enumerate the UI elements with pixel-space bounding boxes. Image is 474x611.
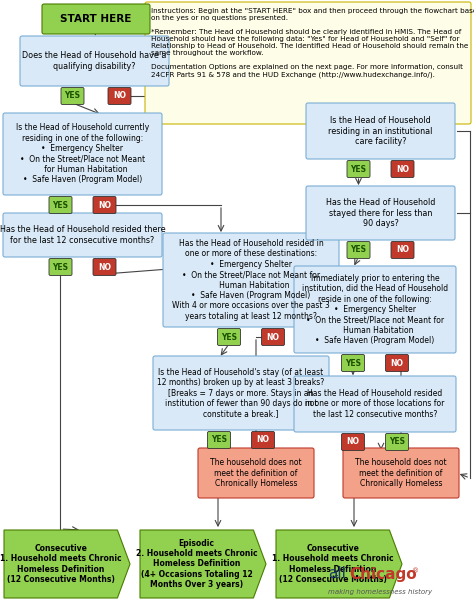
FancyBboxPatch shape [294, 266, 456, 353]
FancyBboxPatch shape [294, 376, 456, 432]
Text: Has the Head of Household resided there
for the last 12 consecutive months?: Has the Head of Household resided there … [0, 225, 165, 244]
FancyBboxPatch shape [347, 161, 370, 178]
FancyBboxPatch shape [341, 354, 365, 371]
FancyBboxPatch shape [42, 4, 150, 34]
Text: Consecutive
1. Household meets Chronic
Homeless Definition
(12 Consecutive Month: Consecutive 1. Household meets Chronic H… [0, 544, 121, 584]
FancyBboxPatch shape [3, 113, 162, 195]
Text: YES: YES [350, 164, 366, 174]
Text: NO: NO [98, 263, 111, 271]
Text: YES: YES [211, 436, 227, 444]
Text: making homelessness history: making homelessness history [328, 589, 432, 595]
FancyBboxPatch shape [218, 329, 240, 345]
FancyBboxPatch shape [252, 431, 274, 448]
Text: Episodic
2. Household meets Chronic
Homeless Definition
(4+ Occasions Totaling 1: Episodic 2. Household meets Chronic Home… [136, 539, 257, 589]
Text: YES: YES [389, 437, 405, 447]
FancyBboxPatch shape [93, 258, 116, 276]
Text: Consecutive
1. Household meets Chronic
Homeless Definition
(12 Consecutive Month: Consecutive 1. Household meets Chronic H… [272, 544, 393, 584]
FancyBboxPatch shape [163, 233, 339, 327]
FancyBboxPatch shape [306, 186, 455, 240]
Text: all: all [328, 566, 346, 582]
Text: Has the Head of Household resided in
one or more of these destinations:
•  Emerg: Has the Head of Household resided in one… [172, 239, 330, 321]
Text: NO: NO [396, 164, 409, 174]
Text: NO: NO [98, 200, 111, 210]
FancyBboxPatch shape [385, 433, 409, 450]
FancyBboxPatch shape [341, 433, 365, 450]
Text: YES: YES [221, 332, 237, 342]
FancyBboxPatch shape [20, 36, 169, 86]
Text: YES: YES [350, 246, 366, 255]
FancyBboxPatch shape [262, 329, 284, 345]
FancyBboxPatch shape [3, 213, 162, 257]
FancyBboxPatch shape [343, 448, 459, 498]
Text: NO: NO [266, 332, 280, 342]
FancyBboxPatch shape [108, 87, 131, 104]
FancyBboxPatch shape [49, 258, 72, 276]
Text: ®: ® [412, 568, 419, 574]
FancyBboxPatch shape [385, 354, 409, 371]
FancyBboxPatch shape [153, 356, 329, 430]
Text: YES: YES [53, 200, 69, 210]
FancyBboxPatch shape [49, 197, 72, 213]
FancyBboxPatch shape [391, 241, 414, 258]
Text: START HERE: START HERE [60, 14, 132, 24]
Text: The household does not
meet the definition of
Chronically Homeless: The household does not meet the definiti… [210, 458, 302, 488]
Text: Chicago: Chicago [349, 566, 417, 582]
Text: NO: NO [113, 92, 126, 100]
Text: Instructions: Begin at the "START HERE" box and then proceed through the flowcha: Instructions: Begin at the "START HERE" … [151, 8, 474, 78]
Text: Does the Head of Household have a
qualifying disability?: Does the Head of Household have a qualif… [22, 51, 167, 71]
Text: NO: NO [256, 436, 270, 444]
Text: The household does not
meet the definition of
Chronically Homeless: The household does not meet the definiti… [355, 458, 447, 488]
FancyBboxPatch shape [93, 197, 116, 213]
Text: YES: YES [64, 92, 81, 100]
Text: Has the Head of Household
stayed there for less than
90 days?: Has the Head of Household stayed there f… [326, 198, 435, 228]
FancyBboxPatch shape [391, 161, 414, 178]
Polygon shape [140, 530, 266, 598]
FancyBboxPatch shape [198, 448, 314, 498]
FancyBboxPatch shape [208, 431, 230, 448]
FancyBboxPatch shape [61, 87, 84, 104]
Text: Is the Head of Household's stay (of at least
12 months) broken up by at least 3 : Is the Head of Household's stay (of at l… [157, 368, 325, 419]
Text: Has the Head of Household resided
in one or more of those locations for
the last: Has the Head of Household resided in one… [305, 389, 445, 419]
Polygon shape [276, 530, 402, 598]
Text: NO: NO [391, 359, 403, 367]
Text: Is the Head of Household
residing in an institutional
care facility?: Is the Head of Household residing in an … [328, 116, 433, 146]
Text: Immediately prior to entering the
institution, did the Head of Household
reside : Immediately prior to entering the instit… [302, 274, 448, 345]
FancyBboxPatch shape [306, 103, 455, 159]
Text: Is the Head of Household currently
residing in one of the following:
•  Emergenc: Is the Head of Household currently resid… [16, 123, 149, 185]
FancyBboxPatch shape [145, 2, 471, 124]
Text: NO: NO [396, 246, 409, 255]
Text: YES: YES [345, 359, 361, 367]
FancyBboxPatch shape [347, 241, 370, 258]
Text: NO: NO [346, 437, 359, 447]
Polygon shape [4, 530, 130, 598]
Text: YES: YES [53, 263, 69, 271]
